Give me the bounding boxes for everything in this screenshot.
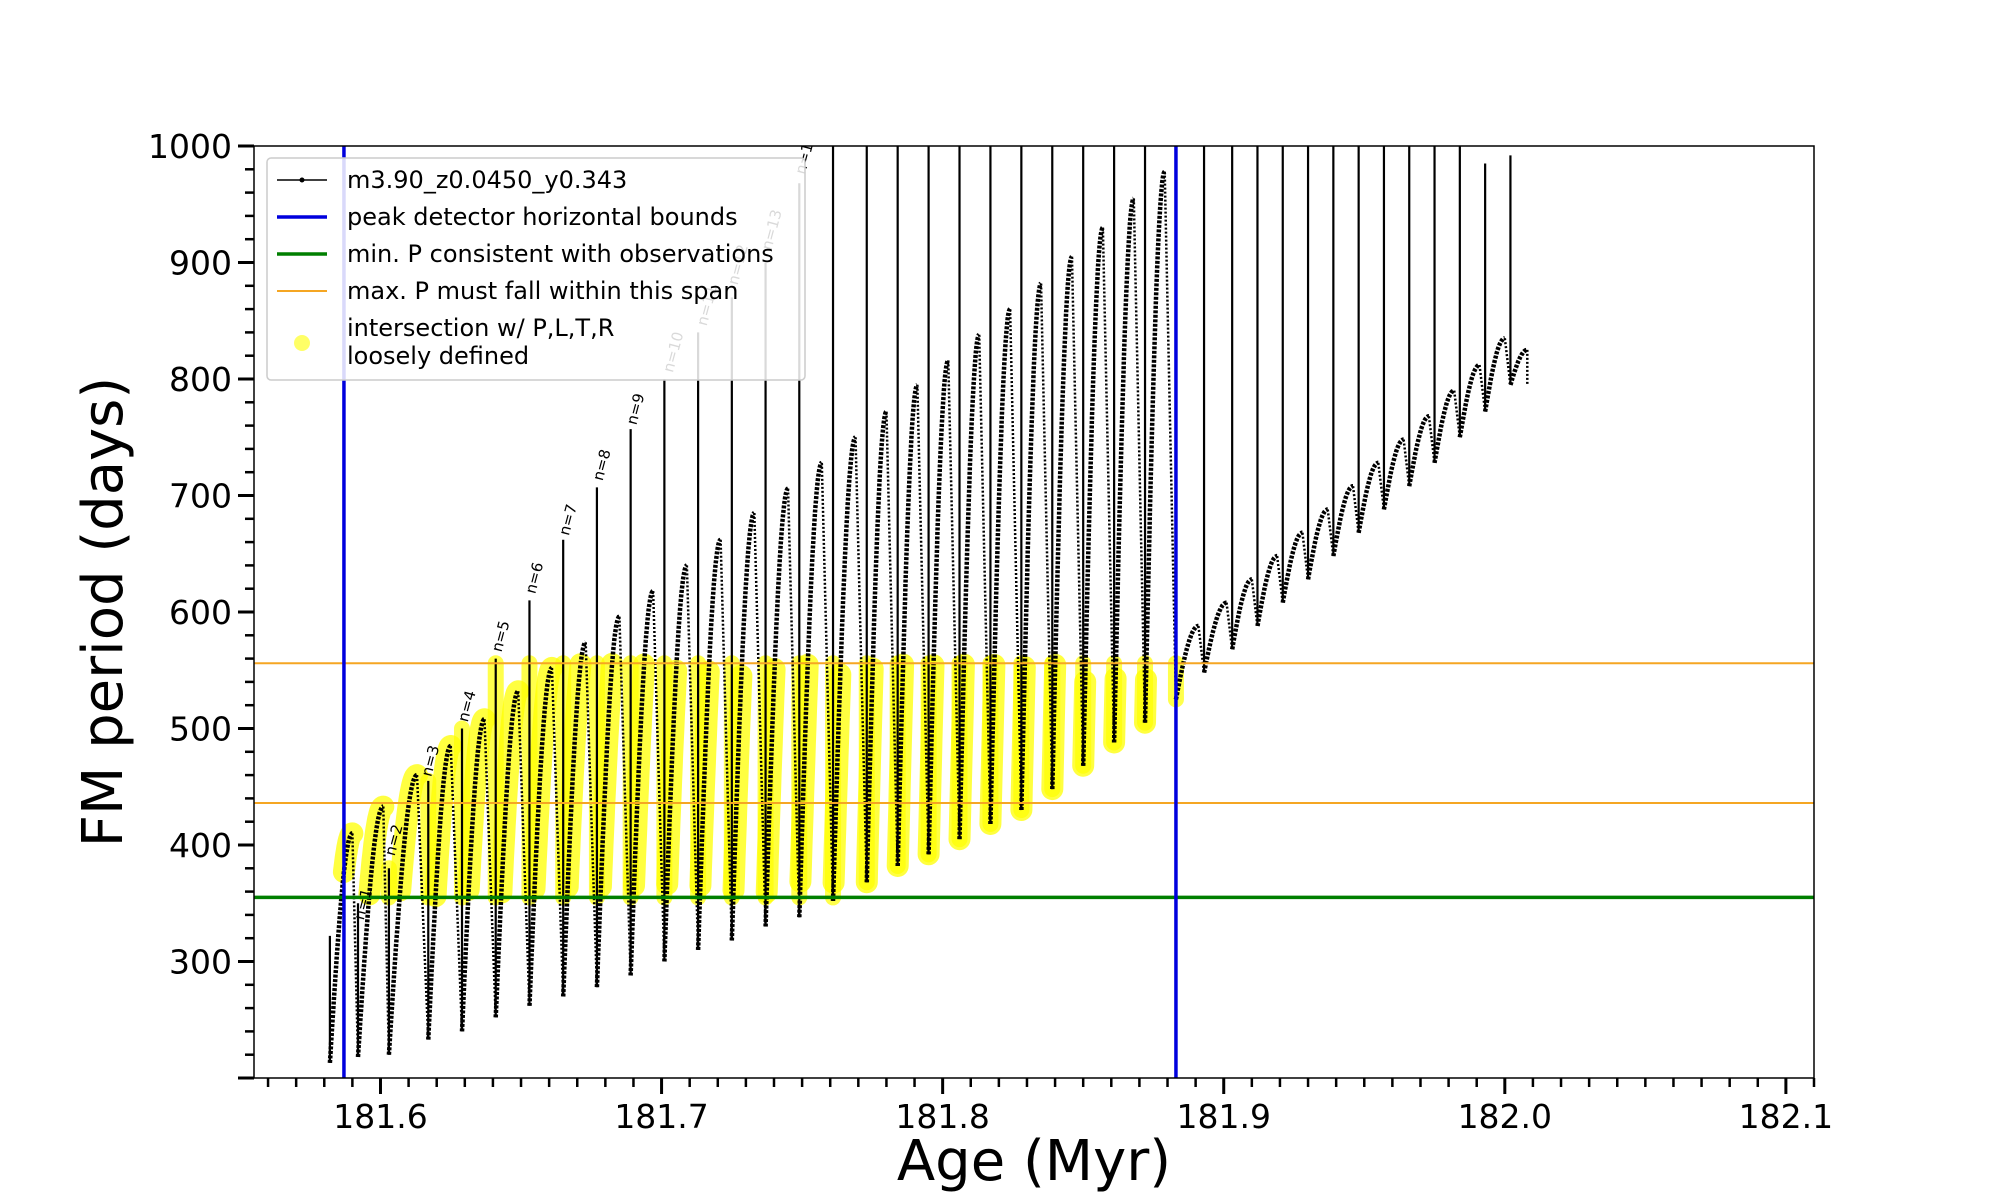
track-cycle-9: [594, 614, 621, 988]
x-tick-label-5: 182.0: [1458, 1097, 1552, 1136]
y-axis-label: FM period (days): [71, 377, 136, 847]
track-cycle-40: [1508, 347, 1528, 386]
pulse-label-7: n=7: [555, 502, 581, 537]
track-drop-13: [753, 512, 767, 927]
track-cycle-18: [895, 383, 919, 867]
track-drop-23: [1070, 256, 1085, 766]
x-tick-label-3: 181.8: [895, 1097, 989, 1136]
track-cycle-25: [1111, 196, 1136, 743]
x-tick-label-1: 181.6: [333, 1097, 427, 1136]
track-cycle-27: [1173, 623, 1199, 700]
pulse-label-8: n=8: [589, 447, 615, 482]
track-cycle-26: [1142, 170, 1167, 723]
y-tick-label-6: 800: [169, 360, 232, 399]
track-cycle-19: [926, 358, 950, 855]
track-cycle-20: [957, 332, 981, 840]
track-cycle-21: [988, 307, 1012, 825]
track-cycle-39: [1482, 335, 1506, 412]
track-drop-20: [977, 334, 992, 825]
track-cycle-38: [1457, 362, 1480, 438]
track-cycle-34: [1356, 460, 1379, 534]
track-cycle-22: [1019, 281, 1043, 811]
y-tick-label-2: 400: [169, 826, 232, 865]
track-cycle-2: [355, 804, 385, 1058]
track-drop-24: [1101, 227, 1116, 743]
track-cycle-14: [763, 486, 790, 927]
legend-track-marker: [299, 177, 305, 183]
track-cycle-16: [830, 435, 857, 901]
legend-intersection-marker: [294, 335, 310, 351]
track-drop-3: [415, 775, 430, 1040]
track-cycle-36: [1406, 414, 1430, 487]
track-drop-7: [550, 667, 565, 997]
track-drop-10: [651, 590, 666, 962]
y-tick-label-3: 500: [169, 710, 232, 749]
legend-label-5-line-1: intersection w/ P,L,T,R: [347, 314, 614, 342]
y-tick-label-4: 600: [169, 593, 232, 632]
legend-label-1: m3.90_z0.0450_y0.343: [347, 166, 627, 194]
track-cycle-37: [1432, 388, 1455, 464]
y-tick-label-8: 1000: [148, 127, 232, 166]
x-tick-label-2: 181.7: [614, 1097, 708, 1136]
track-cycle-28: [1201, 600, 1227, 673]
track-cycle-7: [527, 665, 554, 1006]
track-drop-5: [483, 719, 497, 1018]
track-cycle-5: [459, 717, 486, 1032]
track-cycle-1: [327, 831, 354, 1064]
track-cycle-4: [426, 743, 452, 1040]
x-axis-label: Age (Myr): [897, 1129, 1171, 1194]
track-cycle-15: [797, 460, 824, 918]
x-tick-label-4: 181.9: [1176, 1097, 1270, 1136]
track-cycle-33: [1331, 483, 1354, 557]
track-cycle-6: [493, 689, 520, 1018]
track-cycle-31: [1280, 530, 1303, 604]
track-cycle-10: [628, 589, 655, 976]
track-drop-6: [516, 691, 531, 1006]
track-cycle-8: [560, 640, 588, 997]
pulse-label-6: n=6: [522, 560, 548, 595]
track-cycle-35: [1381, 437, 1404, 510]
track-drop-22: [1039, 283, 1054, 790]
track-drop-14: [786, 488, 801, 918]
x-tick-label-6: 182.1: [1739, 1097, 1833, 1136]
pulse-label-5: n=5: [488, 619, 514, 654]
legend-label-2: peak detector horizontal bounds: [347, 203, 738, 231]
pulse-label-1: n=1: [350, 887, 376, 922]
legend-label-3: min. P consistent with observations: [347, 240, 774, 268]
track-drop-1: [351, 833, 360, 1058]
y-tick-label-1: 300: [169, 943, 232, 982]
track-cycle-11: [662, 563, 689, 962]
track-cycle-32: [1305, 507, 1329, 580]
y-tick-label-7: 900: [169, 244, 232, 283]
track-cycle-30: [1255, 553, 1278, 627]
track-cycle-23: [1050, 255, 1074, 790]
track-cycle-17: [864, 409, 888, 883]
track-drop-21: [1008, 309, 1023, 811]
track-drop-15: [820, 462, 835, 901]
axes-layer: 300 400 500 600 700 800 900 1000 181.6 181.7 181.8…: [148, 127, 1833, 1136]
track-cycle-29: [1229, 577, 1253, 650]
y-tick-label-5: 700: [169, 477, 232, 516]
legend-label-5-line-2: loosely defined: [347, 342, 529, 370]
track-cycle-24: [1080, 225, 1105, 766]
track-drop-8: [584, 642, 599, 988]
track-cycle-12: [695, 537, 722, 950]
track-drop-12: [719, 539, 734, 941]
track-cycle-13: [729, 511, 756, 941]
pulse-label-9: n=9: [623, 391, 649, 426]
track-drop-25: [1132, 198, 1147, 723]
legend-box: [266, 157, 806, 381]
legend-label-4: max. P must fall within this span: [347, 277, 738, 305]
track-drop-2: [382, 806, 391, 1055]
track-drop-11: [685, 565, 700, 950]
track-cycle-3: [386, 772, 418, 1055]
